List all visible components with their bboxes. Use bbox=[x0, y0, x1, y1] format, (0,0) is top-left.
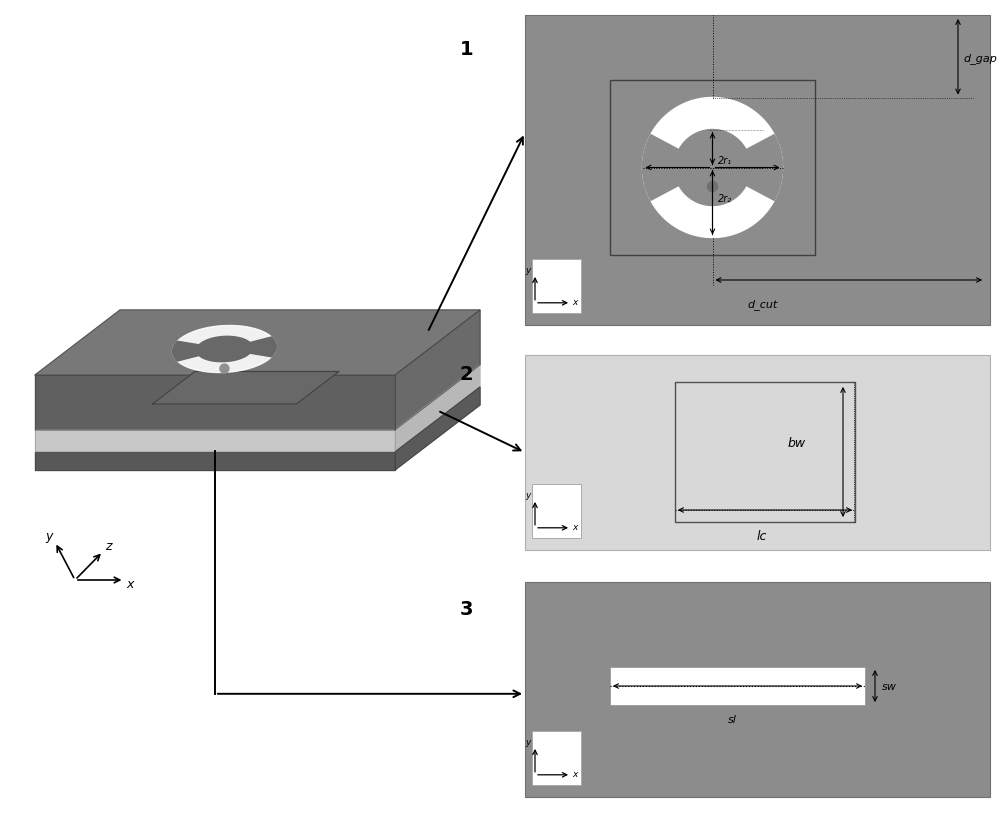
Polygon shape bbox=[35, 452, 395, 470]
Bar bbox=[532, 731, 581, 785]
Text: d_gap: d_gap bbox=[963, 54, 997, 64]
Bar bbox=[532, 484, 581, 538]
Text: bw: bw bbox=[788, 437, 806, 450]
Text: lc: lc bbox=[757, 530, 767, 543]
Bar bbox=[610, 80, 815, 255]
Polygon shape bbox=[746, 134, 782, 200]
Polygon shape bbox=[172, 342, 199, 361]
Polygon shape bbox=[35, 430, 395, 452]
Text: 2: 2 bbox=[460, 365, 474, 384]
Text: 1: 1 bbox=[460, 40, 474, 59]
Polygon shape bbox=[643, 134, 679, 200]
Text: x: x bbox=[572, 523, 578, 532]
Bar bbox=[525, 355, 990, 550]
Bar bbox=[525, 582, 990, 797]
Text: 2r₂: 2r₂ bbox=[718, 195, 732, 205]
Circle shape bbox=[708, 182, 718, 191]
Circle shape bbox=[220, 364, 229, 373]
Text: 2r₁: 2r₁ bbox=[718, 155, 732, 166]
Text: sl: sl bbox=[728, 715, 736, 725]
Text: x: x bbox=[572, 771, 578, 779]
Polygon shape bbox=[675, 130, 750, 205]
Text: y: y bbox=[45, 530, 52, 543]
Text: sw: sw bbox=[882, 682, 897, 692]
Bar bbox=[525, 15, 990, 325]
Polygon shape bbox=[395, 365, 480, 452]
Text: y: y bbox=[525, 491, 530, 500]
Text: y: y bbox=[525, 738, 530, 747]
Text: d_cut: d_cut bbox=[748, 299, 778, 310]
Polygon shape bbox=[35, 375, 395, 430]
Polygon shape bbox=[172, 326, 276, 373]
Text: y: y bbox=[525, 266, 530, 275]
Polygon shape bbox=[250, 337, 276, 356]
Bar bbox=[610, 667, 865, 705]
Polygon shape bbox=[395, 310, 480, 430]
Polygon shape bbox=[35, 310, 480, 375]
Text: x: x bbox=[126, 578, 134, 591]
Polygon shape bbox=[643, 97, 782, 238]
Text: x: x bbox=[572, 298, 578, 307]
Text: 3: 3 bbox=[460, 600, 474, 619]
Polygon shape bbox=[395, 387, 480, 470]
Bar bbox=[532, 259, 581, 313]
Bar bbox=[675, 382, 855, 522]
Polygon shape bbox=[152, 371, 339, 404]
Text: z: z bbox=[105, 540, 112, 554]
Polygon shape bbox=[196, 337, 252, 361]
